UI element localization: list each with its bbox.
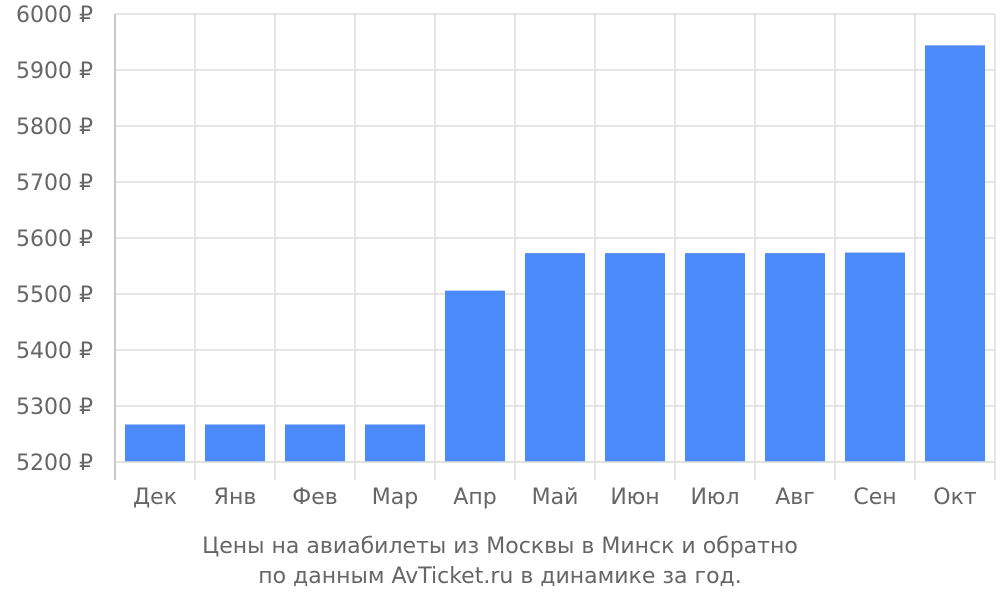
y-tick-label: 5600 ₽ [16,227,93,252]
x-tick-label: Фев [292,485,337,510]
y-tick-label: 5900 ₽ [16,59,93,84]
x-tick-label: Окт [933,485,977,510]
bar [525,253,585,462]
bar-chart: 5200 ₽ 5300 ₽ 5400 ₽ 5500 ₽ 5600 ₽ 5700 ₽ 5800… [16,3,996,510]
bar [685,253,745,462]
x-tick-label: Май [532,485,579,510]
bar [925,45,985,463]
x-tick-label: Сен [853,485,896,510]
y-tick-label: 5800 ₽ [16,115,93,140]
bar [765,253,825,462]
y-tick-label: 5700 ₽ [16,171,93,196]
x-tick-label: Авг [775,485,815,510]
x-tick-label: Июл [690,485,739,510]
bar [605,253,665,462]
bar [205,424,265,462]
chart-caption-line-2: по данным AvTicket.ru в динамике за год. [258,564,742,589]
bar [365,424,425,462]
y-tick-label: 5400 ₽ [16,339,93,364]
grid [115,13,996,480]
tick-labels: 5200 ₽ 5300 ₽ 5400 ₽ 5500 ₽ 5600 ₽ 5700 ₽ 5800… [16,3,977,510]
x-tick-label: Апр [453,485,496,510]
y-tick-label: 5500 ₽ [16,283,93,308]
bars [125,45,985,463]
axes [114,14,995,480]
bar [125,424,185,462]
y-tick-label: 5300 ₽ [16,395,93,420]
y-tick-label: 6000 ₽ [16,3,93,28]
bar [845,252,905,462]
bar [285,424,345,462]
x-tick-label: Мар [372,485,418,510]
x-tick-label: Янв [214,485,257,510]
y-tick-label: 5200 ₽ [16,451,93,476]
chart-caption-line-1: Цены на авиабилеты из Москвы в Минск и о… [202,534,798,559]
bar [445,290,505,462]
x-tick-label: Июн [610,485,659,510]
x-tick-label: Дек [133,485,177,510]
